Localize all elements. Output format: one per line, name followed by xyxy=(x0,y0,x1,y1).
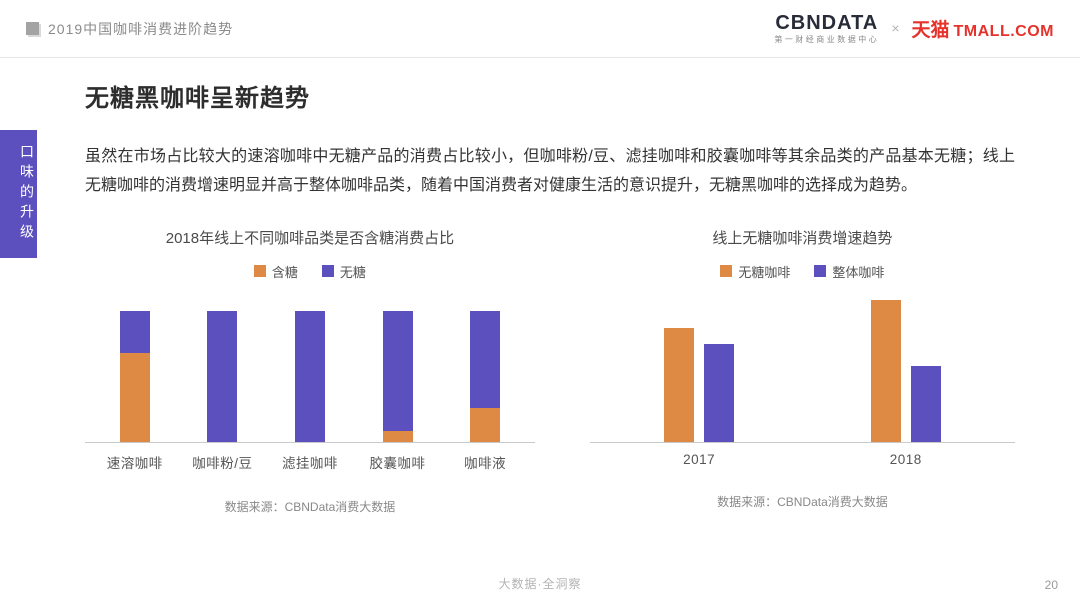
bar-segment xyxy=(382,431,413,442)
bar-segment xyxy=(382,310,413,432)
header-breadcrumb: 2019中国咖啡消费进阶趋势 xyxy=(26,19,233,39)
axis-category-label: 滤挂咖啡 xyxy=(281,455,338,471)
stacked-bar xyxy=(207,310,238,442)
chart-plot xyxy=(589,293,1015,443)
legend-label: 含糖 xyxy=(271,264,298,280)
stacked-chart: 2018年线上不同咖啡品类是否含糖消费占比 含糖 无糖 速溶咖啡 咖啡粉/豆 滤挂咖啡… xyxy=(85,227,535,515)
report-title: 2019中国咖啡消费进阶趋势 xyxy=(48,20,234,37)
legend-label: 无糖 xyxy=(339,264,366,280)
header: 2019中国咖啡消费进阶趋势 CBNDATA 第一财经商业数据中心 × 天猫 T… xyxy=(0,0,1080,58)
legend-swatch-icon xyxy=(814,265,827,278)
legend-item: 整体咖啡 xyxy=(814,262,884,281)
body-paragraph: 虽然在市场占比较大的速溶咖啡中无糖产品的消费占比较小，但咖啡粉/豆、滤挂咖啡和胶… xyxy=(85,148,1015,194)
chart-source: 数据来源：CBNData消费大数据 xyxy=(224,499,396,514)
cbndata-logo-text: CBNDATA xyxy=(775,12,879,35)
chart-legend: 含糖 无糖 xyxy=(85,262,535,281)
axis-category-label: 胶囊咖啡 xyxy=(369,455,426,471)
grouped-chart: 线上无糖咖啡消费增速趋势 无糖咖啡 整体咖啡 2017 2018 数据来源：CBND… xyxy=(589,227,1015,515)
legend-label: 整体咖啡 xyxy=(832,264,885,280)
plot-cell xyxy=(354,310,442,442)
bar-segment xyxy=(470,407,501,442)
bar xyxy=(870,299,901,442)
bullet-square-icon xyxy=(26,22,39,35)
bar xyxy=(664,328,695,442)
tmall-logo-cn: 天猫 xyxy=(911,19,950,41)
bar-segment xyxy=(294,310,325,442)
axis-category-label: 速溶咖啡 xyxy=(106,455,163,471)
axis-category-label: 2018 xyxy=(889,451,922,467)
bar xyxy=(910,366,941,442)
main-content: 无糖黑咖啡呈新趋势 虽然在市场占比较大的速溶咖啡中无糖产品的消费占比较小，但咖啡… xyxy=(85,58,1015,515)
bar-segment xyxy=(207,310,238,442)
chart-x-axis: 2017 2018 xyxy=(590,443,1015,467)
legend-item: 含糖 xyxy=(253,262,298,281)
chart-title: 2018年线上不同咖啡品类是否含糖消费占比 xyxy=(165,229,455,247)
charts-row: 2018年线上不同咖啡品类是否含糖消费占比 含糖 无糖 速溶咖啡 咖啡粉/豆 滤挂咖啡… xyxy=(85,227,1015,515)
legend-swatch-icon xyxy=(321,265,334,278)
logo-separator: × xyxy=(891,20,900,37)
legend-swatch-icon xyxy=(253,265,266,278)
chart-x-axis: 速溶咖啡 咖啡粉/豆 滤挂咖啡 胶囊咖啡 咖啡液 xyxy=(85,443,535,472)
stacked-bar xyxy=(119,310,150,442)
bar-segment xyxy=(119,352,150,442)
section-tab: 口味的升级 xyxy=(0,130,37,258)
tmall-logo: 天猫 TMALL.COM xyxy=(912,15,1055,42)
tmall-logo-en: TMALL.COM xyxy=(953,22,1054,40)
cbndata-logo-subtitle: 第一财经商业数据中心 xyxy=(774,35,880,45)
page-number: 20 xyxy=(1044,578,1058,592)
plot-cell xyxy=(266,310,354,442)
legend-item: 无糖 xyxy=(321,262,366,281)
legend-label: 无糖咖啡 xyxy=(738,264,791,280)
plot-cell xyxy=(179,310,267,442)
plot-cell xyxy=(596,293,803,442)
stacked-bar xyxy=(470,310,501,442)
axis-category-label: 咖啡液 xyxy=(464,455,507,471)
bar xyxy=(704,343,735,442)
chart-title: 线上无糖咖啡消费增速趋势 xyxy=(712,229,893,247)
plot-cell xyxy=(91,310,179,442)
plot-cell xyxy=(441,310,529,442)
stacked-bar xyxy=(382,310,413,442)
cbndata-logo: CBNDATA 第一财经商业数据中心 xyxy=(774,12,879,45)
page-title: 无糖黑咖啡呈新趋势 xyxy=(85,85,310,112)
axis-category-label: 2017 xyxy=(683,451,716,467)
bar-segment xyxy=(119,310,150,353)
chart-legend: 无糖咖啡 整体咖啡 xyxy=(590,262,1015,281)
chart-plot xyxy=(85,310,535,443)
bar-segment xyxy=(470,310,501,408)
header-logos: CBNDATA 第一财经商业数据中心 × 天猫 TMALL.COM xyxy=(774,12,1054,45)
plot-cell xyxy=(802,293,1009,442)
footer-slogan: 大数据·全洞察 xyxy=(498,577,582,591)
bar-group xyxy=(664,293,735,442)
chart-source: 数据来源：CBNData消费大数据 xyxy=(717,494,888,509)
legend-swatch-icon xyxy=(720,265,733,278)
axis-category-label: 咖啡粉/豆 xyxy=(192,455,253,471)
stacked-bar xyxy=(294,310,325,442)
bar-group xyxy=(870,293,941,442)
legend-item: 无糖咖啡 xyxy=(720,262,790,281)
